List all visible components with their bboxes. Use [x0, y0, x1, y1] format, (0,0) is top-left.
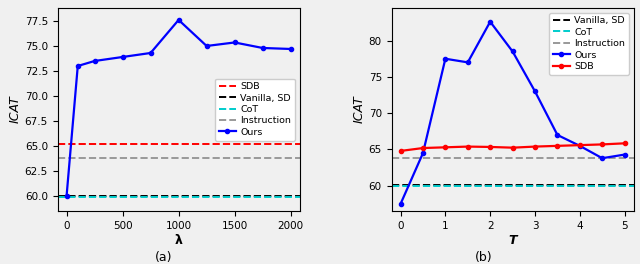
Vanilla, SD: [63, 195, 70, 198]
SDB: [509, 146, 516, 149]
Ours: [464, 61, 472, 64]
Text: (a): (a): [154, 251, 172, 264]
Vanilla, SD: [397, 184, 404, 187]
Y-axis label: ICAT: ICAT: [353, 96, 366, 124]
Ours: [486, 20, 494, 23]
Text: (b): (b): [474, 251, 492, 264]
Y-axis label: ICAT: ICAT: [9, 96, 22, 124]
Instruction: [63, 157, 70, 160]
CoT: [63, 195, 70, 198]
SDB: [554, 144, 561, 147]
Ours: [287, 48, 294, 51]
SDB: [419, 147, 427, 150]
SDB: [464, 145, 472, 148]
CoT: [397, 185, 404, 188]
Ours: [621, 153, 628, 156]
Ours: [554, 133, 561, 136]
Ours: [397, 202, 404, 205]
Ours: [509, 50, 516, 53]
Legend: Vanilla, SD, CoT, Instruction, Ours, SDB: Vanilla, SD, CoT, Instruction, Ours, SDB: [548, 13, 629, 75]
Vanilla, SD: [442, 184, 449, 187]
Ours: [63, 195, 70, 198]
SDB: [63, 143, 70, 146]
Line: Ours: Ours: [399, 20, 627, 206]
Line: Ours: Ours: [65, 18, 292, 198]
Ours: [74, 64, 82, 68]
CoT: [63, 195, 70, 198]
Ours: [419, 152, 427, 155]
SDB: [531, 145, 539, 148]
SDB: [63, 143, 70, 146]
CoT: [442, 185, 449, 188]
SDB: [486, 145, 494, 149]
Ours: [442, 57, 449, 60]
Ours: [147, 51, 154, 55]
X-axis label: λ: λ: [175, 234, 182, 247]
Legend: SDB, Vanilla, SD, CoT, Instruction, Ours: SDB, Vanilla, SD, CoT, Instruction, Ours: [215, 79, 295, 140]
X-axis label: T: T: [508, 234, 517, 247]
Vanilla, SD: [63, 195, 70, 198]
Ours: [231, 41, 239, 44]
Ours: [91, 59, 99, 63]
Instruction: [442, 156, 449, 159]
Ours: [119, 55, 127, 59]
SDB: [576, 144, 584, 147]
Ours: [203, 44, 211, 48]
Ours: [576, 144, 584, 147]
SDB: [442, 146, 449, 149]
Instruction: [397, 156, 404, 159]
Line: SDB: SDB: [399, 141, 627, 153]
Ours: [598, 157, 606, 160]
SDB: [621, 142, 628, 145]
SDB: [598, 143, 606, 146]
SDB: [397, 149, 404, 153]
Instruction: [63, 157, 70, 160]
Ours: [175, 18, 182, 22]
Ours: [531, 90, 539, 93]
Ours: [259, 46, 266, 50]
